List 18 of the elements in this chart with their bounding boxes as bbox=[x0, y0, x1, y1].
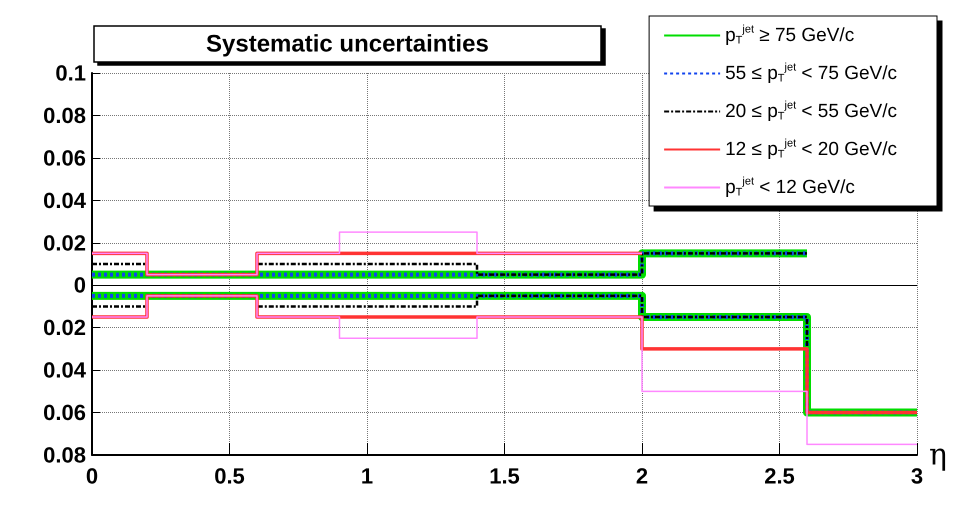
y-tick-label: 0.04 bbox=[43, 358, 87, 383]
chart-title: Systematic uncertainties bbox=[206, 30, 489, 58]
y-tick-label: 0 bbox=[74, 272, 86, 298]
y-tick-label: 0.02 bbox=[43, 315, 86, 340]
y-tick-label: 0.04 bbox=[43, 188, 87, 213]
x-axis-title: η bbox=[929, 438, 948, 472]
y-tick-label: 0.06 bbox=[43, 400, 86, 426]
y-tick-label: 0.08 bbox=[43, 442, 86, 468]
x-tick-label: 2 bbox=[636, 464, 648, 488]
y-tick-label: 0.08 bbox=[43, 102, 86, 128]
x-tick-label: 2.5 bbox=[764, 464, 795, 488]
x-tick-label: 0.5 bbox=[214, 464, 245, 488]
y-tick-label: 0.06 bbox=[43, 145, 86, 170]
x-tick-label: 1 bbox=[360, 464, 374, 488]
y-tick-label: 0.1 bbox=[55, 60, 86, 86]
x-tick-label: 3 bbox=[910, 464, 924, 488]
y-tick-label: 0.02 bbox=[43, 230, 86, 256]
x-tick-label: 1.5 bbox=[489, 464, 520, 488]
